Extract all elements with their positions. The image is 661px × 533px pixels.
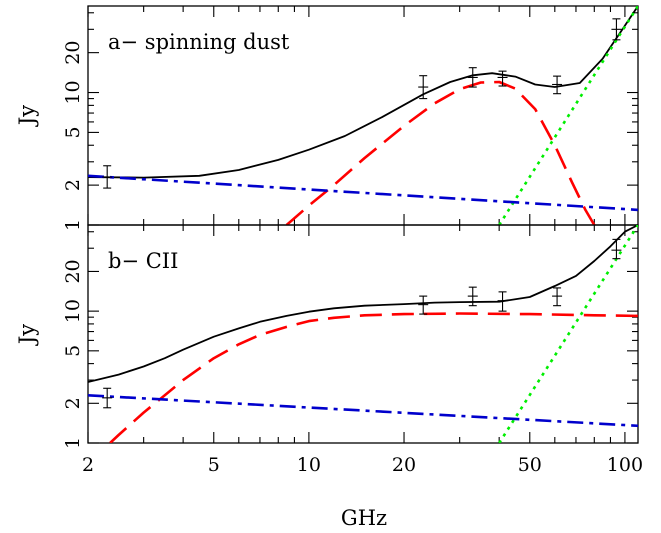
series-line-dashdot <box>88 394 638 428</box>
data-point <box>552 75 563 95</box>
y-tick-label: 5 <box>62 126 84 138</box>
y-tick-label: 1 <box>62 219 84 231</box>
y-tick-labels: 1 2 5 10 20 <box>62 259 84 449</box>
data-point <box>611 18 622 41</box>
x-tick-label: 5 <box>208 454 220 476</box>
data-point <box>418 295 429 315</box>
data-point <box>418 75 429 100</box>
series-line-dotted <box>498 225 638 443</box>
x-tick-label: 20 <box>392 454 416 476</box>
y-tick-label: 10 <box>62 299 84 323</box>
x-tick-label: 50 <box>518 454 542 476</box>
panel-cii: b− CII 1 2 5 10 20 Jy 2 5 10 20 50 100 GHz <box>15 224 643 530</box>
y-tick-label: 20 <box>62 41 84 65</box>
series-line-dashdot <box>88 174 638 212</box>
data-point <box>552 287 563 307</box>
series-line-dashed <box>109 312 638 443</box>
data-point <box>497 291 508 312</box>
panel-title: a− spinning dust <box>108 30 290 54</box>
data-points-group <box>102 238 622 409</box>
data-point <box>497 70 508 87</box>
series-group <box>88 6 638 225</box>
plot-frame <box>87 224 639 444</box>
y-axis-label: Jy <box>15 324 39 346</box>
y-tick-label: 2 <box>62 397 84 409</box>
y-axis-label: Jy <box>15 105 39 127</box>
x-tick-label: 10 <box>297 454 321 476</box>
x-axis-label: GHz <box>341 506 387 530</box>
series-line-dashed <box>285 80 596 225</box>
x-tick-label: 2 <box>82 454 94 476</box>
data-point <box>102 387 113 409</box>
panel-title: b− CII <box>108 249 178 273</box>
x-tick-label: 100 <box>607 454 643 476</box>
series-line-solid <box>88 6 638 179</box>
panel-spinning-dust: a− spinning dust 1 2 5 10 20 Jy <box>15 5 639 231</box>
y-tick-label: 2 <box>62 179 84 191</box>
data-point <box>467 67 478 88</box>
x-tick-labels: 2 5 10 20 50 100 <box>82 454 643 476</box>
series-line-solid <box>88 225 638 383</box>
series-group <box>88 225 638 443</box>
y-tick-label: 1 <box>62 437 84 449</box>
y-tick-label: 10 <box>62 80 84 104</box>
series-line-dotted <box>498 6 638 225</box>
data-points-group <box>102 18 622 189</box>
axis-ticks <box>87 225 638 444</box>
data-point <box>467 286 478 307</box>
data-point <box>102 165 113 189</box>
y-tick-labels: 1 2 5 10 20 <box>62 41 84 231</box>
y-tick-label: 20 <box>62 259 84 283</box>
y-tick-label: 5 <box>62 345 84 357</box>
data-point <box>611 238 622 260</box>
